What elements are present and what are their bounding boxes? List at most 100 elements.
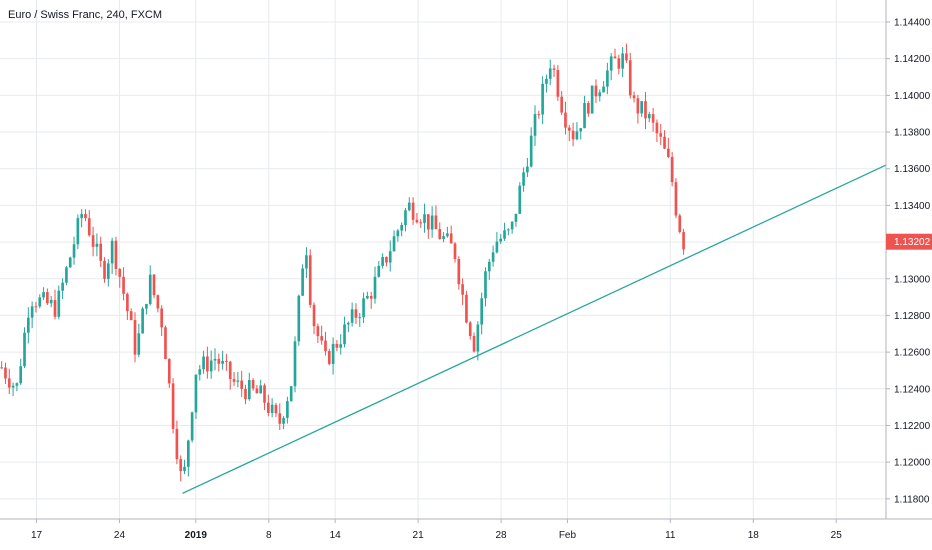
candle-body [667, 148, 670, 157]
time-axis-label: 11 [665, 530, 676, 541]
candle-body [343, 324, 346, 345]
candle-body [396, 230, 400, 237]
candle-body [30, 306, 34, 318]
candle-body [190, 412, 194, 441]
candle-body [320, 336, 324, 341]
candle-body [472, 336, 476, 352]
candle-body [137, 333, 141, 355]
candle-body [533, 114, 537, 136]
candle-body [499, 238, 503, 242]
candle-body [354, 309, 358, 318]
candle-body [87, 218, 91, 236]
candle-body [461, 284, 464, 295]
candle-body [632, 95, 636, 99]
candle-body [514, 213, 518, 222]
candle-body [7, 378, 11, 388]
candle-body [366, 295, 369, 299]
candle-body [126, 293, 129, 312]
candle-body [430, 215, 434, 230]
candle-body [674, 182, 678, 216]
candle-body [118, 269, 122, 277]
candle-body [484, 271, 487, 299]
trendline[interactable] [182, 164, 887, 494]
candle-body [613, 56, 617, 59]
candle-body [183, 466, 186, 472]
candle-body [617, 58, 621, 69]
candle-body [129, 311, 133, 321]
candle-body [282, 417, 285, 424]
trendline-layer[interactable] [182, 164, 887, 494]
candle-body [427, 214, 430, 230]
candle-body [552, 68, 556, 70]
candle-body [507, 229, 510, 231]
candle-body [293, 341, 297, 387]
candle-body [537, 114, 541, 116]
candle-body [415, 219, 419, 223]
candle-body [236, 380, 240, 382]
candle-body [331, 343, 335, 364]
candle-body [590, 85, 594, 114]
candle-body [0, 367, 3, 369]
candle-body [61, 282, 64, 291]
candle-body [156, 295, 160, 309]
candle-body [446, 233, 449, 237]
candle-body [171, 383, 175, 429]
candle-body [251, 380, 255, 389]
candle-body [179, 459, 183, 472]
candle-body [564, 112, 567, 128]
candle-body [385, 256, 388, 263]
candle-body [651, 114, 655, 123]
price-axis-label: 1.12800 [894, 311, 931, 322]
candle-body [289, 386, 293, 402]
candle-body [503, 230, 506, 239]
candle-body [148, 274, 152, 304]
candles [0, 43, 685, 482]
candle-body [583, 103, 586, 129]
chart-title: Euro / Swiss Franc, 240, FXCM [8, 9, 163, 21]
candle-body [324, 340, 327, 352]
candle-body [480, 298, 484, 325]
candle-body [465, 294, 468, 323]
candle-body [381, 256, 384, 266]
candle-body [202, 356, 205, 370]
time-axis-label: 14 [330, 530, 342, 541]
candle-body [495, 241, 499, 253]
candle-body [575, 131, 579, 140]
time-axis-label: 24 [114, 530, 126, 541]
time-axis-label: Feb [559, 530, 577, 541]
time-axis[interactable]: 17 24 2019 8 14 21 28 Feb 11 18 25 [0, 518, 932, 541]
candle-body [598, 92, 602, 97]
candle-body [548, 68, 552, 79]
candle-body [114, 240, 118, 270]
candle-body [529, 135, 533, 167]
candle-body [103, 260, 106, 279]
price-axis[interactable]: 1.11800 1.12000 1.12200 1.12400 1.12600 1.128… [885, 0, 932, 519]
candle-body [68, 257, 72, 268]
candle-body [571, 130, 575, 140]
candle-body [206, 356, 209, 372]
last-price-label: 1.13202 [894, 237, 931, 248]
candle-body [305, 255, 308, 269]
candle-body [80, 214, 83, 219]
candle-body [38, 297, 42, 307]
candle-body [53, 299, 57, 317]
candle-body [286, 401, 289, 418]
candle-body [682, 231, 685, 250]
candle-body [194, 374, 198, 413]
candle-body [659, 133, 663, 137]
candle-body [316, 326, 320, 337]
candle-body [65, 267, 68, 283]
time-axis-label: 8 [266, 530, 272, 541]
candle-body [434, 215, 438, 230]
candle-body [186, 440, 190, 467]
candle-body [625, 53, 628, 61]
candle-body [526, 166, 529, 173]
candle-body [640, 101, 644, 114]
candle-body [91, 235, 95, 247]
time-axis-label: 28 [496, 530, 508, 541]
candle-body [278, 413, 282, 424]
candle-body [388, 251, 392, 263]
price-axis-label: 1.12600 [894, 348, 931, 359]
